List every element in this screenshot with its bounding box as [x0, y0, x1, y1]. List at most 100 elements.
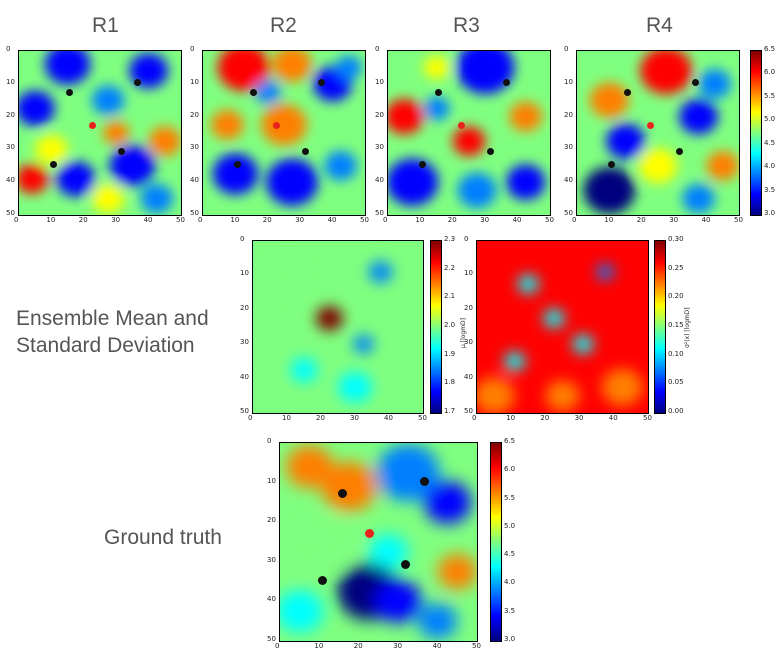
colorbar-axis-label: σ²(x) [logmD] [684, 307, 691, 348]
colorbar-tick-label: 0.00 [668, 407, 684, 415]
y-tick-label: 10 [6, 77, 15, 86]
field-blob [35, 134, 68, 165]
colorbar-tick-label: 1.8 [444, 378, 456, 387]
colorbar-tick-label: 3.0 [764, 209, 776, 217]
injector-well-marker [273, 121, 281, 129]
y-tick-label: 20 [564, 110, 573, 119]
colorbar-tick-label: 5.5 [504, 493, 516, 502]
field-blob [601, 368, 643, 406]
y-tick-label: 30 [564, 143, 573, 152]
field-blob [698, 69, 731, 99]
colorbar-tick-label: 2.0 [444, 321, 456, 329]
x-tick-label: 40 [432, 642, 442, 650]
field-blob [261, 104, 307, 146]
x-tick-label: 50 [545, 216, 554, 224]
x-tick-label: 40 [512, 216, 522, 224]
producer-well-marker [420, 477, 430, 487]
x-tick-label: 10 [415, 216, 425, 224]
field-blob [518, 274, 539, 294]
y-tick-label: 0 [375, 45, 380, 53]
y-tick-label: 10 [190, 77, 199, 86]
y-tick-label: 40 [190, 176, 199, 185]
x-tick-label: 30 [574, 414, 584, 422]
x-tick-label: 30 [669, 216, 679, 224]
field-blob [338, 371, 372, 403]
x-tick-label: 10 [46, 216, 56, 224]
producer-well-marker [487, 148, 495, 156]
colorbar-tick-label: 0.30 [668, 235, 684, 243]
y-tick-label: 50 [240, 407, 249, 415]
field-blob [301, 517, 357, 567]
x-tick-label: 30 [295, 216, 305, 224]
field-blob [19, 90, 55, 127]
y-tick-label: 30 [464, 338, 473, 347]
map-truth [279, 442, 478, 642]
map-mean [252, 240, 424, 414]
y-tick-label: 30 [190, 143, 199, 152]
producer-well-marker [318, 79, 326, 87]
field-blob [388, 98, 424, 135]
colorbar-tick-label: 2.3 [444, 235, 456, 243]
field-blob [280, 534, 310, 570]
producer-well-marker [250, 89, 258, 97]
field-blob [368, 261, 393, 283]
colorbar-tick-label: 2.1 [444, 292, 456, 301]
field-blob [477, 377, 515, 413]
x-tick-label: 30 [393, 642, 403, 650]
x-tick-label: 20 [78, 216, 88, 224]
x-tick-label: 50 [472, 642, 481, 650]
map-r2 [202, 50, 366, 216]
field-blob [56, 161, 96, 197]
x-tick-label: 50 [734, 216, 743, 224]
x-tick-label: 30 [480, 216, 490, 224]
field-blob [376, 444, 440, 502]
x-tick-label: 0 [275, 642, 280, 650]
colorbar-tick-label: 5.0 [764, 115, 776, 124]
producer-well-marker [676, 148, 684, 156]
x-tick-label: 50 [418, 414, 427, 422]
y-tick-label: 40 [267, 595, 276, 604]
x-tick-label: 20 [316, 414, 325, 422]
field-blob [457, 172, 497, 209]
producer-well-marker [503, 79, 511, 87]
y-tick-label: 30 [267, 555, 276, 564]
y-tick-label: 20 [240, 303, 249, 312]
producer-well-marker [50, 161, 58, 169]
x-tick-label: 50 [360, 216, 369, 224]
x-tick-label: 10 [230, 216, 240, 224]
y-tick-label: 40 [464, 372, 473, 381]
y-tick-label: 40 [375, 176, 384, 185]
field-blob [572, 334, 594, 354]
y-tick-label: 50 [564, 209, 573, 217]
colorbar-tick-label: 6.5 [764, 45, 776, 53]
y-tick-label: 50 [190, 209, 199, 217]
field-blob [423, 481, 472, 524]
field-blob [19, 164, 49, 194]
y-tick-label: 0 [6, 45, 11, 53]
field-blob [321, 461, 377, 512]
injector-well-marker [458, 121, 466, 129]
field-blob [504, 352, 525, 371]
ground-truth-label: Ground truth [104, 526, 222, 549]
field-blob [368, 534, 409, 570]
colorbar-truth [490, 442, 502, 642]
y-tick-label: 40 [240, 372, 249, 381]
producer-well-marker [118, 148, 126, 156]
y-tick-label: 30 [240, 338, 249, 347]
field-blob [315, 306, 344, 331]
y-tick-label: 50 [6, 209, 15, 217]
injector-well-marker [365, 528, 375, 538]
y-tick-label: 10 [464, 269, 473, 278]
field-blob [374, 580, 422, 623]
ensemble-label-line2: Standard Deviation [16, 334, 195, 357]
x-tick-label: 20 [353, 642, 363, 650]
colorbar-mean [430, 240, 442, 414]
colorbar-tick-label: 6.0 [764, 68, 776, 77]
field-blob [638, 148, 678, 184]
x-tick-label: 40 [384, 414, 393, 422]
y-tick-label: 20 [464, 303, 473, 312]
x-tick-label: 0 [248, 414, 253, 422]
field-blob [682, 183, 715, 214]
field-blob [640, 51, 693, 95]
producer-well-marker [624, 89, 632, 97]
